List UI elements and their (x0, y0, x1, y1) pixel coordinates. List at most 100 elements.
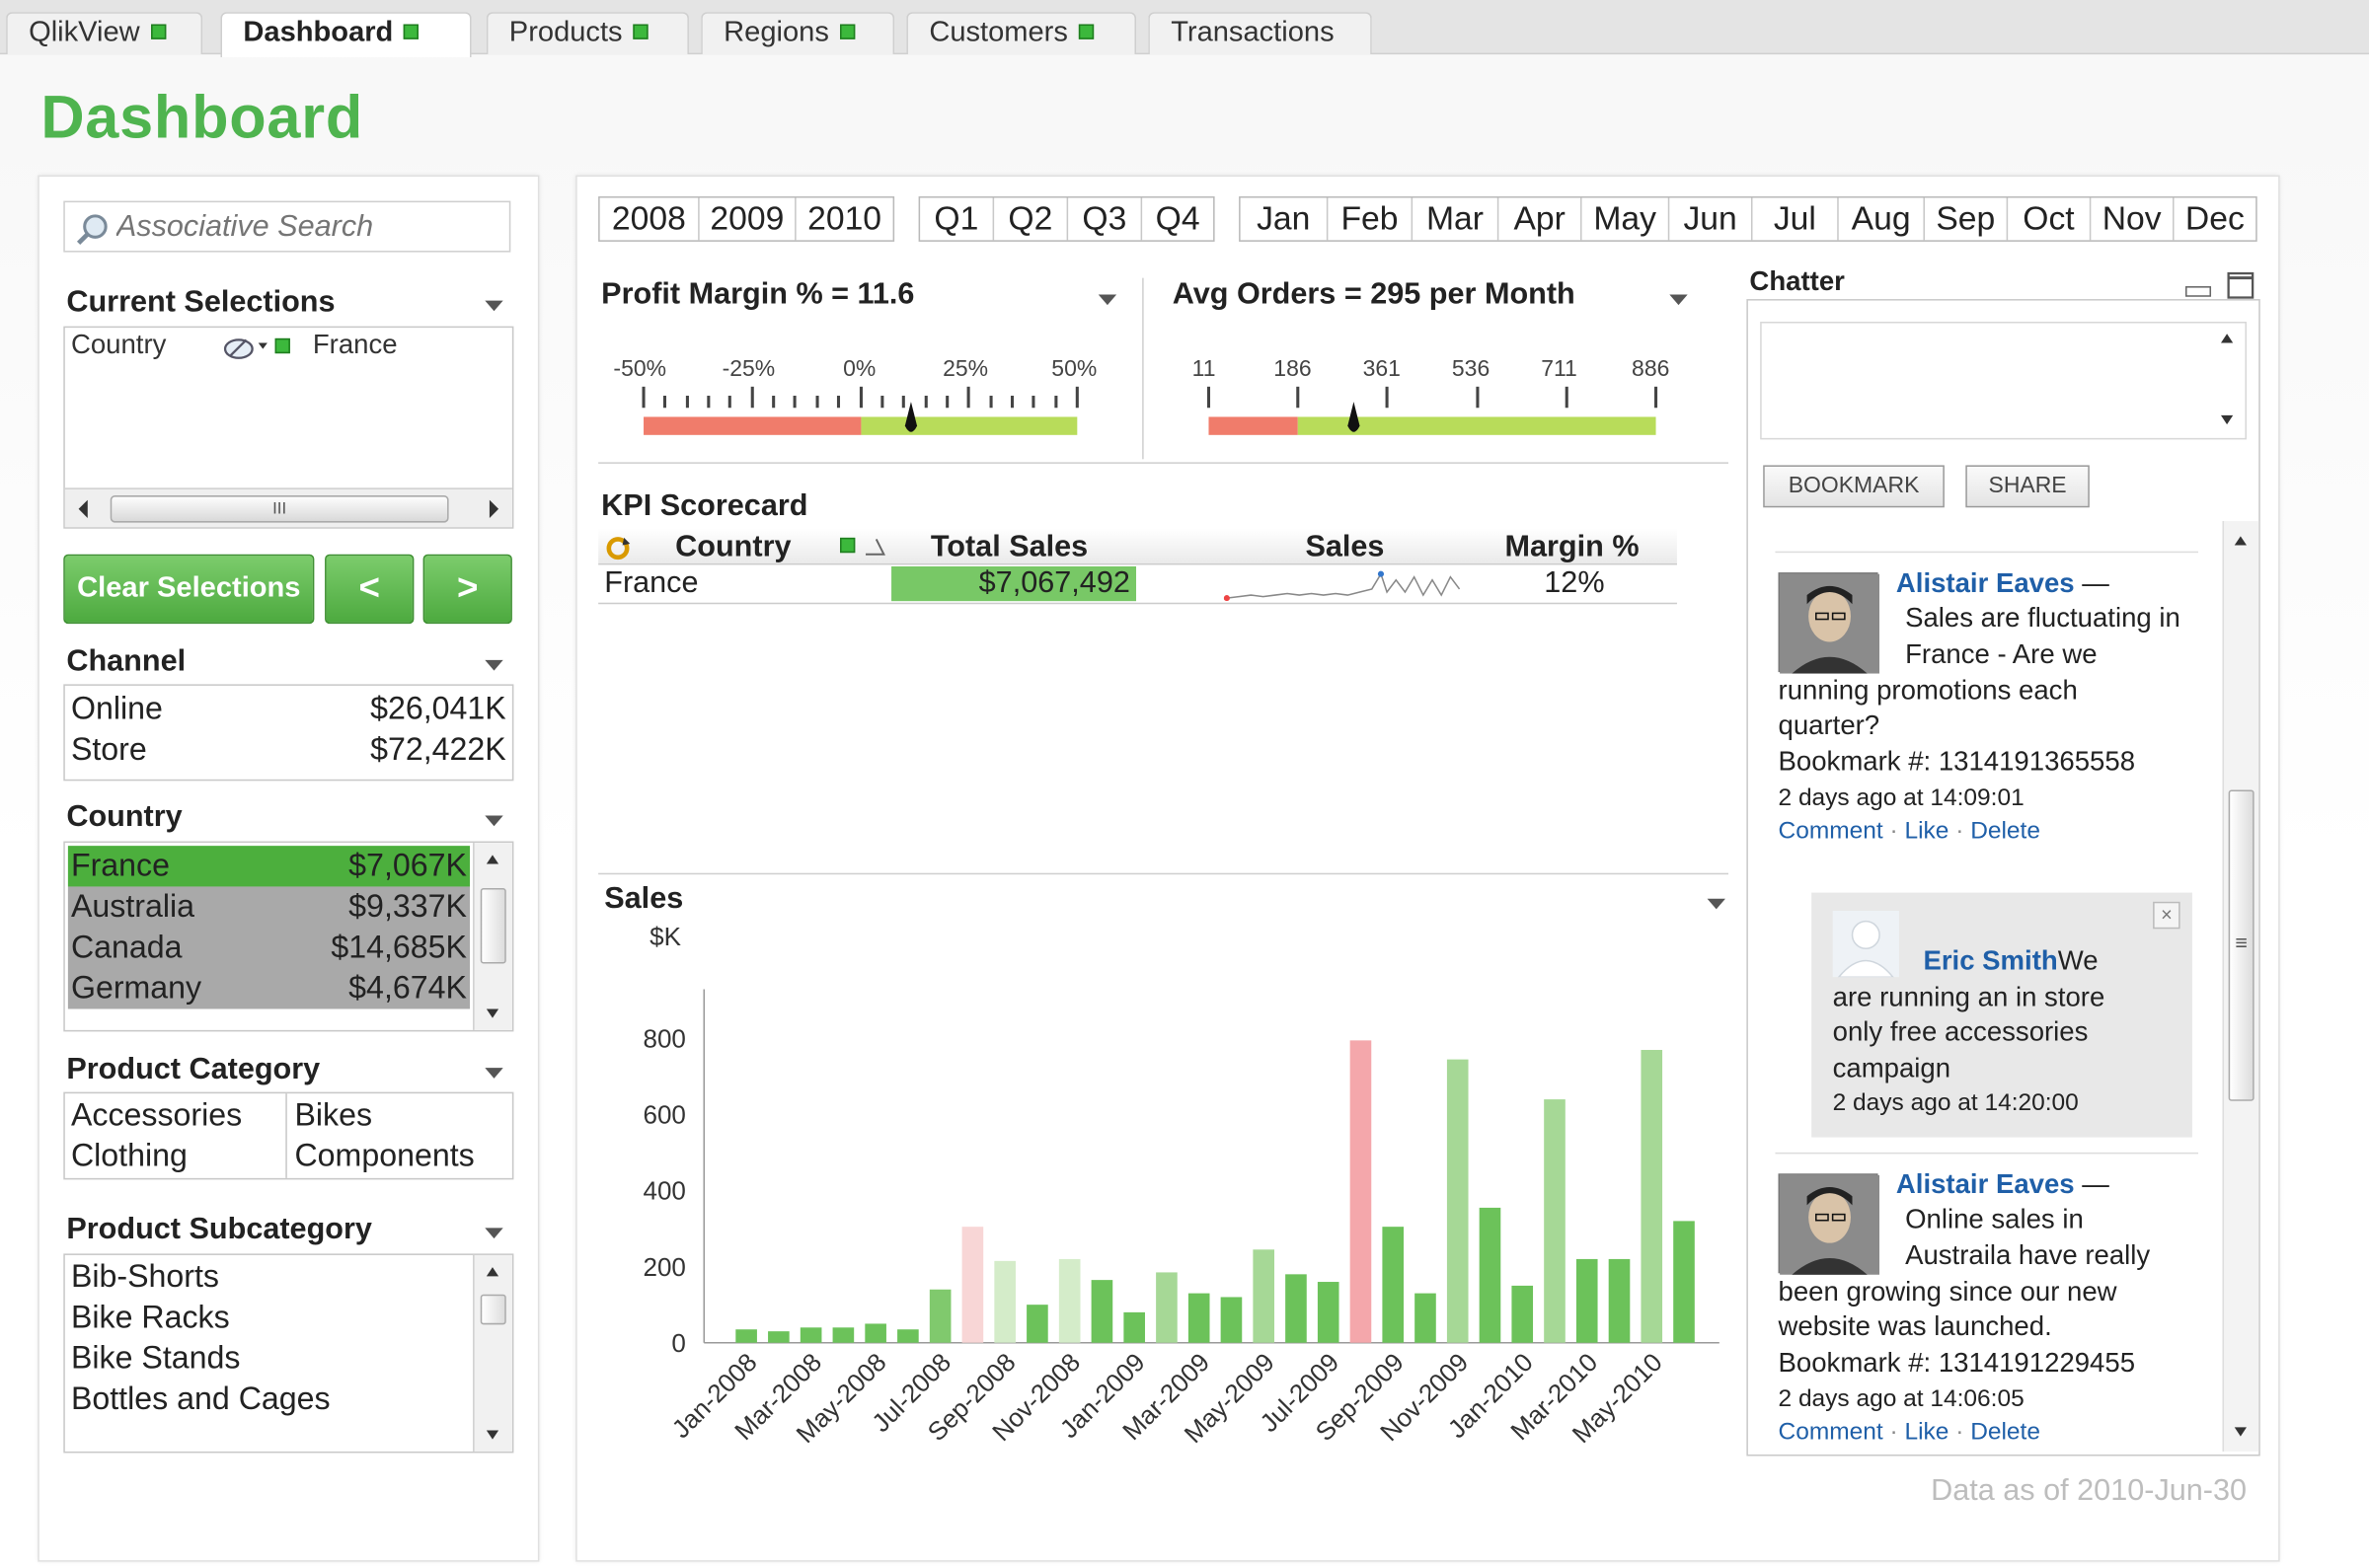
column-header-sales[interactable]: Sales (1305, 530, 1385, 563)
like-link[interactable]: Like (1904, 818, 1949, 845)
sales-bar[interactable] (1187, 1293, 1210, 1343)
sales-bar[interactable] (1575, 1258, 1598, 1343)
search-input[interactable] (115, 205, 495, 249)
month-filter-item[interactable]: Dec (2184, 199, 2245, 238)
chevron-down-icon[interactable] (485, 1228, 503, 1239)
scroll-up-icon[interactable] (486, 855, 499, 864)
like-link[interactable]: Like (1904, 1419, 1949, 1446)
scroll-thumb[interactable]: ≡ (2228, 789, 2254, 1101)
sales-bar[interactable] (1123, 1311, 1145, 1343)
tab-qlikview[interactable]: QlikView (6, 12, 203, 55)
tab-transactions[interactable]: Transactions (1148, 12, 1372, 55)
column-header-total-sales[interactable]: Total Sales (930, 530, 1089, 563)
month-filter-item[interactable]: Apr (1498, 197, 1582, 241)
list-item[interactable]: Clothing (70, 1139, 188, 1174)
sales-bar[interactable] (897, 1329, 919, 1343)
sales-bar[interactable] (1156, 1272, 1178, 1343)
column-header-country[interactable]: Country (675, 530, 792, 563)
list-item[interactable]: Bottles and Cages (70, 1381, 331, 1417)
bookmark-link[interactable]: Bookmark #: 1314191229455 (1778, 1347, 2136, 1378)
list-item[interactable]: Canada $14,685K (71, 928, 467, 968)
list-item[interactable]: Accessories (70, 1097, 243, 1133)
list-item[interactable]: France $7,067K (71, 846, 467, 886)
sales-bar[interactable] (768, 1331, 790, 1343)
list-item[interactable]: Australia $9,337K (71, 886, 467, 927)
sales-bar[interactable] (1220, 1297, 1243, 1343)
chevron-down-icon[interactable] (1098, 294, 1117, 306)
sales-bar[interactable] (865, 1323, 886, 1343)
list-item[interactable]: Store $72,422K (71, 729, 506, 770)
chatter-input[interactable] (1760, 322, 2248, 440)
sales-bar[interactable] (1285, 1274, 1307, 1343)
scroll-left-icon[interactable] (77, 499, 89, 518)
list-item[interactable]: Components (294, 1139, 475, 1174)
sales-bar[interactable] (1446, 1059, 1469, 1343)
sales-bar[interactable] (1091, 1280, 1113, 1343)
list-item[interactable]: Bike Stands (70, 1341, 241, 1377)
sales-bar[interactable] (961, 1227, 984, 1343)
month-filter-item[interactable]: Aug (1839, 197, 1925, 241)
sales-bar[interactable] (994, 1260, 1016, 1343)
sales-bar[interactable] (1027, 1305, 1048, 1343)
chevron-down-icon[interactable] (485, 815, 503, 827)
scroll-thumb[interactable] (480, 1294, 506, 1325)
list-item[interactable]: Online $26,041K (71, 689, 506, 729)
month-filter-item[interactable]: Mar (1413, 197, 1499, 241)
month-filter-item[interactable]: Nov (2091, 197, 2175, 241)
post-author[interactable]: Alistair Eaves (1895, 567, 2075, 599)
sales-bar[interactable] (800, 1327, 822, 1343)
vertical-scrollbar[interactable] (473, 843, 512, 1030)
delete-link[interactable]: Delete (1970, 1419, 2040, 1446)
quarter-filter-item[interactable]: Q2 (994, 197, 1069, 241)
back-button[interactable]: < (325, 554, 415, 625)
sales-bar[interactable] (929, 1289, 952, 1343)
sales-bar[interactable] (1317, 1282, 1339, 1343)
sales-bar[interactable] (1058, 1258, 1081, 1343)
sales-bar[interactable] (1544, 1099, 1566, 1343)
month-filter-item[interactable]: Feb (1328, 197, 1414, 241)
chevron-down-icon[interactable] (485, 1068, 503, 1079)
tab-products[interactable]: Products (486, 12, 689, 55)
clear-selections-button[interactable]: Clear Selections (63, 554, 315, 625)
chevron-down-icon[interactable] (485, 300, 503, 312)
scroll-down-icon[interactable] (486, 1008, 499, 1018)
scroll-down-icon[interactable] (2220, 414, 2234, 425)
cycle-icon[interactable] (604, 535, 632, 562)
sort-icon[interactable] (865, 538, 885, 556)
month-filter-item[interactable]: Jan (1241, 197, 1329, 241)
close-icon[interactable]: × (2153, 901, 2180, 930)
list-item[interactable]: Bib-Shorts (70, 1259, 220, 1295)
quarter-filter-item[interactable]: Q3 (1068, 197, 1143, 241)
sales-bar[interactable] (1673, 1221, 1695, 1343)
maximize-icon[interactable] (2227, 271, 2254, 300)
year-filter-item[interactable]: 2008 (600, 197, 700, 241)
post-author[interactable]: Alistair Eaves (1895, 1168, 2075, 1200)
chevron-down-icon[interactable] (1707, 898, 1725, 910)
year-filter-item[interactable]: 2010 (807, 199, 882, 238)
list-item[interactable]: Germany $4,674K (71, 968, 467, 1008)
scroll-up-icon[interactable] (2234, 536, 2248, 546)
list-item[interactable]: Bikes (294, 1097, 373, 1133)
scroll-thumb[interactable] (480, 887, 506, 964)
sales-bar[interactable] (832, 1327, 855, 1343)
table-row[interactable]: France $7,067,492 12% (598, 564, 1677, 605)
scroll-up-icon[interactable] (2220, 334, 2234, 343)
month-filter-item[interactable]: Sep (1925, 197, 2009, 241)
column-header-margin[interactable]: Margin % (1504, 530, 1640, 563)
year-filter-item[interactable]: 2009 (700, 197, 797, 241)
tab-regions[interactable]: Regions (701, 12, 895, 55)
sales-bar[interactable] (1641, 1049, 1663, 1343)
scroll-down-icon[interactable] (486, 1430, 499, 1440)
scroll-right-icon[interactable] (488, 499, 499, 518)
scroll-up-icon[interactable] (486, 1267, 499, 1277)
eraser-icon[interactable] (222, 334, 270, 361)
chatter-scrollbar[interactable]: ≡ (2222, 521, 2259, 1452)
sales-bar[interactable] (1511, 1285, 1534, 1343)
sales-bar[interactable] (1253, 1249, 1275, 1343)
comment-link[interactable]: Comment (1778, 818, 1883, 845)
list-item[interactable]: Bike Racks (70, 1300, 230, 1336)
forward-button[interactable]: > (422, 554, 512, 625)
horizontal-scrollbar[interactable]: III (64, 487, 512, 528)
sales-bar[interactable] (735, 1329, 757, 1343)
quarter-filter-item[interactable]: Q4 (1155, 199, 1200, 238)
